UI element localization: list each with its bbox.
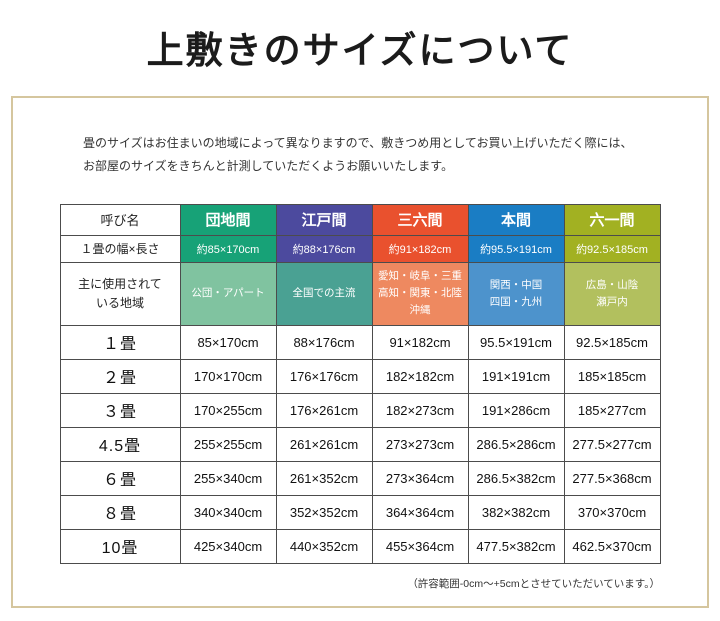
tatami-count-label: ６畳 <box>59 460 181 496</box>
table-row: ８畳 340×340cm 352×352cm 364×364cm 382×382… <box>59 494 661 530</box>
size-value: 273×364cm <box>371 460 469 496</box>
size-value: 176×261cm <box>275 392 373 428</box>
page-title: 上敷きのサイズについて <box>146 31 574 72</box>
size-value: 462.5×370cm <box>563 528 661 564</box>
size-value: 88×176cm <box>275 324 373 360</box>
size-value: 352×352cm <box>275 494 373 530</box>
header-row: 呼び名 団地間 江戸間 三六間 本間 六一間 <box>59 203 661 236</box>
tatami-count-label: １畳 <box>59 324 181 360</box>
size-value: 95.5×191cm <box>467 324 565 360</box>
tatami-count-label: ８畳 <box>59 494 181 530</box>
size-value: 185×277cm <box>563 392 661 428</box>
size-value: 364×364cm <box>371 494 469 530</box>
size-value: 286.5×382cm <box>467 460 565 496</box>
size-value: 277.5×277cm <box>563 426 661 462</box>
region-value: 全国での主流 <box>275 261 373 326</box>
table-row: ３畳 170×255cm 176×261cm 182×273cm 191×286… <box>59 392 661 428</box>
width-length-row: １畳の幅×長さ 約85×170cm 約88×176cm 約91×182cm 約9… <box>59 234 661 263</box>
size-value: 455×364cm <box>371 528 469 564</box>
width-length-row-label: １畳の幅×長さ <box>59 234 181 263</box>
size-value: 182×273cm <box>371 392 469 428</box>
tatami-count-label: 10畳 <box>59 528 181 564</box>
size-value: 477.5×382cm <box>467 528 565 564</box>
content-frame: 畳のサイズはお住まいの地域によって異なりますので、敷きつめ用としてお買い上げいた… <box>11 95 709 608</box>
intro-line-1: 畳のサイズはお住まいの地域によって異なりますので、敷きつめ用としてお買い上げいた… <box>83 135 633 150</box>
size-value: 425×340cm <box>179 528 277 564</box>
intro-paragraph: 畳のサイズはお住まいの地域によって異なりますので、敷きつめ用としてお買い上げいた… <box>13 98 707 178</box>
table-row: 10畳 425×340cm 440×352cm 455×364cm 477.5×… <box>59 528 661 564</box>
size-value: 191×191cm <box>467 358 565 394</box>
corner-header: 呼び名 <box>59 203 181 236</box>
tatami-count-label: ３畳 <box>59 392 181 428</box>
width-length-value: 約85×170cm <box>179 234 277 263</box>
size-value: 340×340cm <box>179 494 277 530</box>
size-value: 277.5×368cm <box>563 460 661 496</box>
size-value: 255×255cm <box>179 426 277 462</box>
size-value: 255×340cm <box>179 460 277 496</box>
tatami-count-label: ２畳 <box>59 358 181 394</box>
column-header-danchima: 団地間 <box>179 203 277 236</box>
size-value: 170×170cm <box>179 358 277 394</box>
region-value: 広島・山陰 瀬戸内 <box>563 261 661 326</box>
column-header-honma: 本間 <box>467 203 565 236</box>
size-value: 92.5×185cm <box>563 324 661 360</box>
size-value: 182×182cm <box>371 358 469 394</box>
region-value: 愛知・岐阜・三重 高知・関東・北陸 沖縄 <box>371 261 469 326</box>
size-value: 176×176cm <box>275 358 373 394</box>
size-value: 170×255cm <box>179 392 277 428</box>
size-value: 185×185cm <box>563 358 661 394</box>
width-length-value: 約95.5×191cm <box>467 234 565 263</box>
size-value: 85×170cm <box>179 324 277 360</box>
tolerance-note: （許容範囲-0cm〜+5cmとさせていただいています。） <box>407 577 660 590</box>
column-header-edoma: 江戸間 <box>275 203 373 236</box>
column-header-rokuichima: 六一間 <box>563 203 661 236</box>
size-value: 273×273cm <box>371 426 469 462</box>
intro-line-2: お部屋のサイズをきちんと計測していただくようお願いいたします。 <box>83 158 454 173</box>
table-row: ６畳 255×340cm 261×352cm 273×364cm 286.5×3… <box>59 460 661 496</box>
table-row: ２畳 170×170cm 176×176cm 182×182cm 191×191… <box>59 358 661 394</box>
region-value: 公団・アパート <box>179 261 277 326</box>
tatami-size-table: 呼び名 団地間 江戸間 三六間 本間 六一間 １畳の幅×長さ 約85×170cm… <box>59 203 661 564</box>
size-value: 286.5×286cm <box>467 426 565 462</box>
tatami-count-label: 4.5畳 <box>59 426 181 462</box>
size-value: 370×370cm <box>563 494 661 530</box>
region-row: 主に使用されて いる地域 公団・アパート 全国での主流 愛知・岐阜・三重 高知・… <box>59 261 661 326</box>
region-row-label: 主に使用されて いる地域 <box>59 261 181 326</box>
table-row: 4.5畳 255×255cm 261×261cm 273×273cm 286.5… <box>59 426 661 462</box>
size-value: 261×352cm <box>275 460 373 496</box>
size-value: 91×182cm <box>371 324 469 360</box>
size-value: 382×382cm <box>467 494 565 530</box>
size-value: 261×261cm <box>275 426 373 462</box>
table-row: １畳 85×170cm 88×176cm 91×182cm 95.5×191cm… <box>59 324 661 360</box>
width-length-value: 約92.5×185cm <box>563 234 661 263</box>
size-value: 191×286cm <box>467 392 565 428</box>
width-length-value: 約91×182cm <box>371 234 469 263</box>
width-length-value: 約88×176cm <box>275 234 373 263</box>
column-header-sanrokuma: 三六間 <box>371 203 469 236</box>
region-value: 関西・中国 四国・九州 <box>467 261 565 326</box>
size-value: 440×352cm <box>275 528 373 564</box>
